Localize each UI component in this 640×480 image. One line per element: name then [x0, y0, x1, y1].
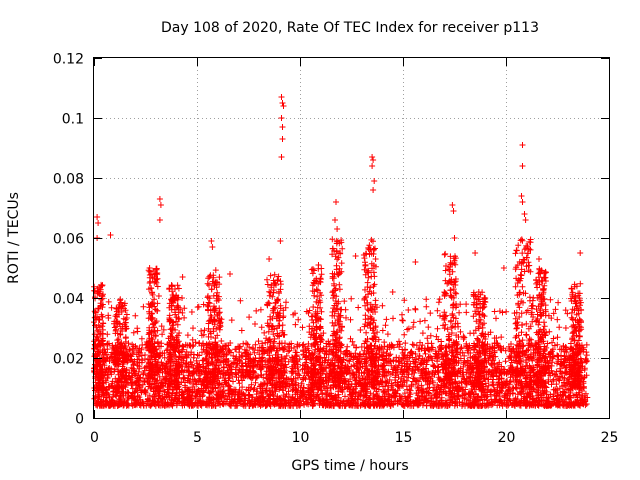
data-point: [582, 390, 589, 397]
data-point: [283, 391, 290, 397]
data-point: [363, 329, 370, 336]
data-point: [280, 313, 287, 320]
data-point: [250, 346, 257, 353]
data-point: [362, 312, 369, 319]
data-point: [206, 273, 213, 280]
data-point: [430, 362, 436, 369]
data-point: [445, 385, 452, 392]
data-point: [232, 370, 239, 377]
data-point: [402, 340, 409, 347]
data-point: [267, 272, 274, 279]
data-point: [305, 340, 312, 347]
data-point: [156, 373, 163, 380]
data-point: [550, 376, 557, 383]
data-point: [235, 377, 242, 384]
data-point: [386, 376, 393, 383]
data-point: [291, 344, 297, 351]
data-point: [318, 271, 325, 278]
data-point: [489, 381, 496, 388]
data-point: [175, 285, 182, 292]
data-point: [187, 379, 194, 386]
data-point: [264, 281, 271, 288]
data-point: [230, 378, 236, 385]
data-point: [256, 351, 263, 358]
data-point: [279, 322, 286, 329]
data-point: [216, 274, 223, 281]
data-point: [336, 281, 343, 288]
data-point: [553, 381, 560, 388]
data-point: [409, 341, 416, 348]
data-point: [325, 356, 332, 363]
data-point: [98, 296, 105, 303]
data-point: [298, 380, 305, 387]
data-point: [330, 275, 337, 282]
data-point: [502, 358, 509, 365]
data-point: [550, 378, 556, 384]
data-point: [430, 387, 436, 394]
data-point: [484, 386, 491, 393]
data-point: [251, 349, 258, 356]
data-point: [200, 389, 207, 396]
data-point: [226, 374, 233, 381]
data-point: [140, 378, 147, 384]
data-point: [347, 376, 354, 383]
data-point: [345, 357, 351, 364]
data-point: [299, 342, 306, 349]
data-point: [583, 341, 590, 348]
data-point: [277, 281, 284, 288]
data-point: [422, 350, 429, 357]
data-point: [329, 319, 336, 326]
data-point: [154, 339, 161, 346]
data-point: [244, 341, 251, 348]
data-point: [155, 293, 162, 299]
data-point: [122, 335, 129, 342]
chart-title: Day 108 of 2020, Rate Of TEC Index for r…: [161, 20, 539, 36]
data-point: [338, 260, 345, 267]
data-point: [276, 290, 282, 297]
data-point: [431, 363, 438, 369]
data-point: [146, 280, 153, 286]
data-point: [154, 300, 161, 307]
data-point: [243, 386, 250, 393]
data-point: [98, 283, 105, 289]
data-point: [336, 286, 343, 293]
data-point: [554, 352, 561, 359]
data-point: [355, 396, 362, 403]
data-point: [134, 392, 141, 399]
data-point: [484, 393, 491, 400]
data-point: [101, 362, 108, 369]
data-point: [264, 276, 270, 283]
data-point: [236, 380, 243, 387]
data-points: [91, 94, 591, 409]
data-point: [251, 385, 258, 391]
